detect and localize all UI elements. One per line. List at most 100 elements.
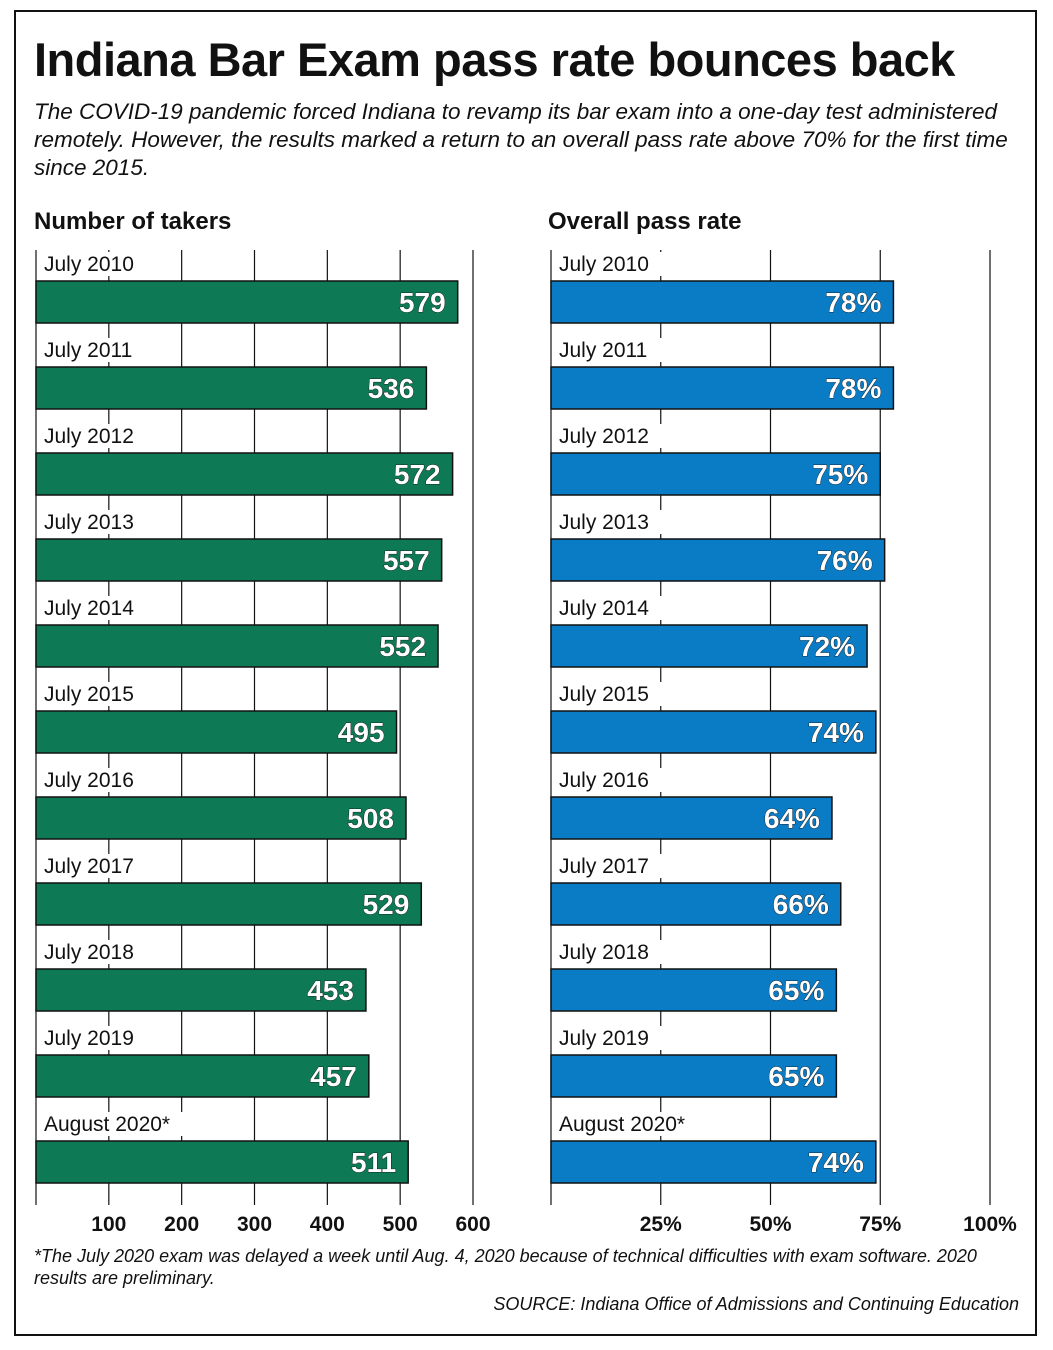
pass-rate-label-bg xyxy=(556,1112,702,1136)
takers-category-label: July 2015 xyxy=(44,683,134,706)
pass-rate-category-label: July 2015 xyxy=(559,683,649,706)
pass-rate-panel-title: Overall pass rate xyxy=(548,208,742,235)
pass-rate-category-label: July 2011 xyxy=(559,339,647,362)
pass-rate-value-label: 64% xyxy=(764,803,820,834)
chart-subtitle: The COVID-19 pandemic forced Indiana to … xyxy=(34,99,1008,180)
takers-value-label: 511 xyxy=(351,1147,396,1178)
takers-category-label: July 2016 xyxy=(44,769,134,792)
pass-rate-label-bg xyxy=(556,510,667,534)
takers-bar xyxy=(35,882,423,926)
takers-label-bg xyxy=(41,854,152,878)
takers-value-label: 572 xyxy=(394,459,441,490)
takers-category-label: July 2018 xyxy=(44,941,134,964)
pass-rate-bar xyxy=(550,1054,838,1098)
footnote: *The July 2020 exam was delayed a week u… xyxy=(34,1246,977,1288)
takers-tick-label: 400 xyxy=(310,1213,345,1236)
pass-rate-label-bg xyxy=(556,768,667,792)
takers-category-label: July 2013 xyxy=(44,511,134,534)
pass-rate-category-label: July 2016 xyxy=(559,769,649,792)
takers-label-bg xyxy=(41,768,152,792)
takers-label-bg xyxy=(41,1026,152,1050)
takers-bar xyxy=(35,968,367,1012)
pass-rate-category-label: July 2019 xyxy=(559,1027,649,1050)
pass-rate-bar xyxy=(550,280,895,324)
takers-panel-title: Number of takers xyxy=(34,208,232,235)
pass-rate-bar xyxy=(550,710,877,754)
pass-rate-value-label: 66% xyxy=(773,889,829,920)
pass-rate-value-label: 78% xyxy=(825,287,881,318)
pass-rate-value-label: 65% xyxy=(768,1061,824,1092)
takers-bar xyxy=(35,710,398,754)
pass-rate-value-label: 74% xyxy=(808,1147,864,1178)
pass-rate-bar xyxy=(550,538,886,582)
takers-category-label: July 2012 xyxy=(44,425,134,448)
pass-rate-category-label: July 2010 xyxy=(559,253,649,276)
takers-tick-label: 500 xyxy=(383,1213,418,1236)
pass-rate-value-label: 76% xyxy=(817,545,873,576)
takers-value-label: 557 xyxy=(383,545,430,576)
takers-bar xyxy=(35,452,454,496)
takers-label-bg xyxy=(41,424,152,448)
takers-tick-label: 600 xyxy=(455,1213,490,1236)
takers-value-label: 529 xyxy=(363,889,410,920)
takers-value-label: 453 xyxy=(307,975,354,1006)
pass-rate-tick-label: 75% xyxy=(859,1213,901,1236)
pass-rate-category-label: July 2017 xyxy=(559,855,649,878)
takers-bar xyxy=(35,1054,370,1098)
takers-value-label: 552 xyxy=(379,631,426,662)
takers-label-bg xyxy=(41,338,152,362)
takers-tick-label: 300 xyxy=(237,1213,272,1236)
takers-category-label: July 2011 xyxy=(44,339,132,362)
takers-category-label: July 2017 xyxy=(44,855,134,878)
pass-rate-label-bg xyxy=(556,940,667,964)
takers-value-label: 536 xyxy=(368,373,415,404)
pass-rate-category-label: July 2014 xyxy=(559,597,649,620)
pass-rate-bar xyxy=(550,366,895,410)
pass-rate-tick-label: 50% xyxy=(749,1213,791,1236)
pass-rate-label-bg xyxy=(556,682,667,706)
takers-tick-label: 200 xyxy=(164,1213,199,1236)
pass-rate-bar xyxy=(550,624,868,668)
pass-rate-bar xyxy=(550,796,833,840)
takers-category-label: July 2014 xyxy=(44,597,134,620)
pass-rate-tick-label: 100% xyxy=(963,1213,1017,1236)
takers-value-label: 457 xyxy=(310,1061,357,1092)
takers-value-label: 495 xyxy=(338,717,385,748)
takers-label-bg xyxy=(41,510,152,534)
pass-rate-tick-label: 25% xyxy=(640,1213,682,1236)
takers-category-label: July 2010 xyxy=(44,253,134,276)
takers-label-bg xyxy=(41,252,152,276)
pass-rate-category-label: August 2020* xyxy=(559,1113,685,1136)
pass-rate-label-bg xyxy=(556,596,667,620)
pass-rate-bar xyxy=(550,968,838,1012)
pass-rate-value-label: 75% xyxy=(812,459,868,490)
takers-label-bg xyxy=(41,1112,187,1136)
pass-rate-label-bg xyxy=(556,1026,667,1050)
takers-value-label: 579 xyxy=(399,287,446,318)
takers-tick-label: 100 xyxy=(91,1213,126,1236)
pass-rate-category-label: July 2013 xyxy=(559,511,649,534)
pass-rate-bar xyxy=(550,452,881,496)
pass-rate-value-label: 72% xyxy=(799,631,855,662)
pass-rate-category-label: July 2018 xyxy=(559,941,649,964)
pass-rate-bar xyxy=(550,1140,877,1184)
pass-rate-value-label: 65% xyxy=(768,975,824,1006)
pass-rate-value-label: 78% xyxy=(825,373,881,404)
source-note: SOURCE: Indiana Office of Admissions and… xyxy=(493,1294,1019,1314)
chart-title: Indiana Bar Exam pass rate bounces back xyxy=(34,33,955,86)
pass-rate-label-bg xyxy=(556,424,667,448)
takers-bar xyxy=(35,538,443,582)
takers-label-bg xyxy=(41,596,152,620)
takers-bar xyxy=(35,366,428,410)
takers-category-label: August 2020* xyxy=(44,1113,170,1136)
takers-label-bg xyxy=(41,940,152,964)
pass-rate-category-label: July 2012 xyxy=(559,425,649,448)
pass-rate-label-bg xyxy=(556,252,667,276)
takers-bar xyxy=(35,1140,409,1184)
takers-category-label: July 2019 xyxy=(44,1027,134,1050)
pass-rate-bar xyxy=(550,882,842,926)
pass-rate-label-bg xyxy=(556,338,667,362)
takers-bar xyxy=(35,624,439,668)
pass-rate-value-label: 74% xyxy=(808,717,864,748)
